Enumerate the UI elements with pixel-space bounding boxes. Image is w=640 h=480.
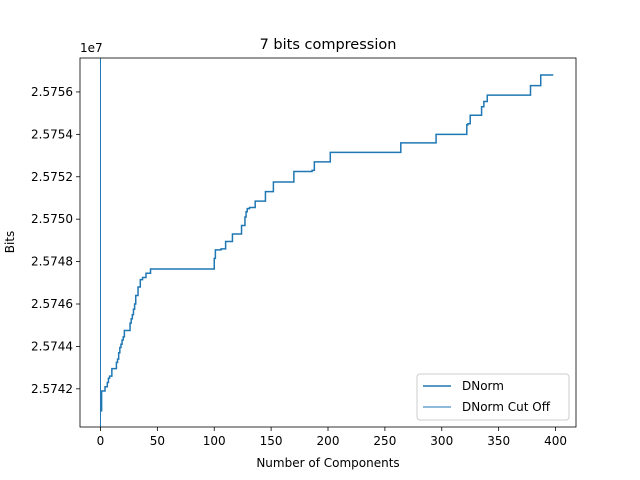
legend-label-dnorm: DNorm bbox=[462, 379, 504, 393]
y-tick-label: 2.5742 bbox=[31, 382, 73, 396]
legend-box bbox=[416, 373, 570, 421]
x-tick-label: 100 bbox=[203, 434, 226, 448]
series-line-dnorm bbox=[100, 74, 554, 412]
x-tick-label: 350 bbox=[487, 434, 510, 448]
y-tick-label: 2.5752 bbox=[31, 170, 73, 184]
y-axis-ticks: 2.5742 2.5744 2.5746 2.5748 2.5750 2.5752 2.57… bbox=[31, 85, 80, 396]
x-tick-label: 50 bbox=[150, 434, 165, 448]
y-offset-text: 1e7 bbox=[80, 41, 103, 55]
x-axis-label: Number of Components bbox=[256, 456, 399, 470]
y-tick-label: 2.5754 bbox=[31, 127, 73, 141]
chart-title: 7 bits compression bbox=[260, 37, 397, 53]
x-tick-label: 300 bbox=[430, 434, 453, 448]
y-tick-label: 2.5750 bbox=[31, 212, 73, 226]
y-tick-label: 2.5744 bbox=[31, 339, 73, 353]
y-tick-label: 2.5746 bbox=[31, 297, 73, 311]
y-axis-label: Bits bbox=[3, 231, 17, 254]
plot-area bbox=[99, 58, 554, 427]
x-axis-ticks: 0 50 100 150 200 250 300 350 400 bbox=[97, 427, 567, 448]
legend-label-dnorm-cut-off: DNorm Cut Off bbox=[462, 400, 551, 414]
y-tick-label: 2.5748 bbox=[31, 255, 73, 269]
x-tick-label: 150 bbox=[260, 434, 283, 448]
x-tick-label: 200 bbox=[317, 434, 340, 448]
x-tick-label: 0 bbox=[97, 434, 105, 448]
x-tick-label: 250 bbox=[373, 434, 396, 448]
legend: DNorm DNorm Cut Off bbox=[416, 373, 570, 421]
x-tick-label: 400 bbox=[544, 434, 567, 448]
y-tick-label: 2.5756 bbox=[31, 85, 73, 99]
axes-frame bbox=[79, 57, 577, 428]
